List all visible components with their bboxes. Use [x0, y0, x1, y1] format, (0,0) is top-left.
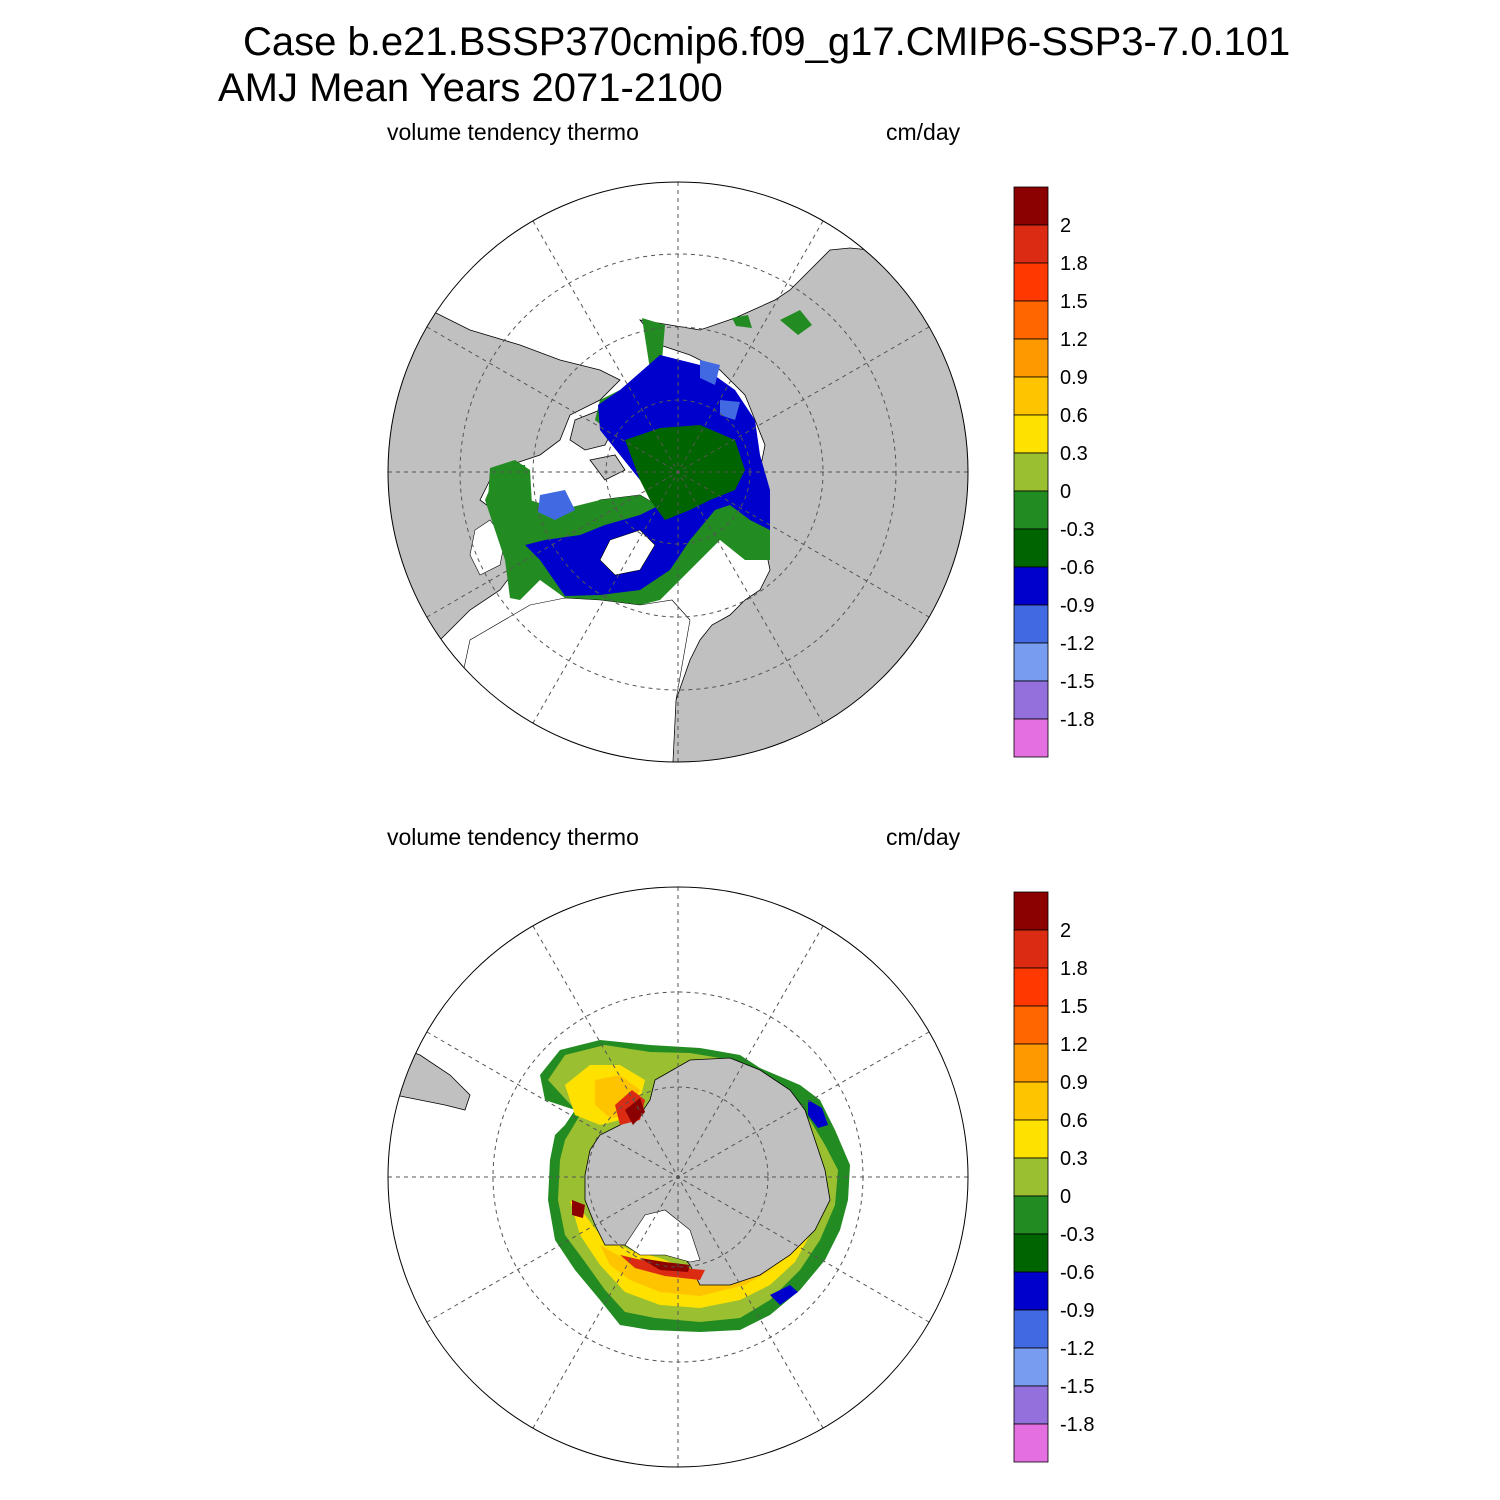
south-colorbar-tick-label: 0: [1060, 1186, 1071, 1208]
north-colorbar-swatch: [1013, 262, 1049, 302]
south-ice-weddell-darkred: [625, 1098, 645, 1125]
north-colorbar-swatch: [1013, 338, 1049, 378]
south-colorbar-tick-label: -1.8: [1060, 1414, 1094, 1436]
north-colorbar-tick-label: 1.2: [1060, 329, 1088, 351]
south-colorbar-swatch: [1013, 1005, 1049, 1045]
south-colorbar-swatch: [1013, 891, 1049, 931]
south-colorbar-tick-label: -1.5: [1060, 1376, 1094, 1398]
north-colorbar-tick-label: 2: [1060, 215, 1071, 237]
south-colorbar-tick-label: 1.2: [1060, 1034, 1088, 1056]
north-colorbar-swatch: [1013, 642, 1049, 682]
south-ross-ice-shelf: [624, 1209, 701, 1263]
south-colorbar-swatch: [1013, 1119, 1049, 1159]
south-ice-east-blue: [770, 1100, 828, 1305]
north-colorbar-tick-label: -0.3: [1060, 519, 1094, 541]
north-colorbar-tick-label: -1.2: [1060, 633, 1094, 655]
figure-title-period: AMJ Mean Years 2071-2100: [218, 66, 723, 110]
south-colorbar-swatch: [1013, 1385, 1049, 1425]
south-colorbar-tick-label: 0.6: [1060, 1110, 1088, 1132]
figure-title-case: Case b.e21.BSSP370cmip6.f09_g17.CMIP6-SS…: [243, 20, 1291, 64]
north-colorbar-swatch: [1013, 604, 1049, 644]
south-colorbar-swatch: [1013, 1081, 1049, 1121]
south-ice-ross-darkred: [640, 1258, 690, 1272]
south-colorbar-tick-label: 1.8: [1060, 958, 1088, 980]
north-map-border: [387, 181, 969, 763]
north-colorbar-swatch: [1013, 186, 1049, 226]
north-colorbar: 2 1.8 1.5 1.2 0.9 0.6 0.3 0 -0.3 -0.6 -0.9 -1.2 -1.5…: [1013, 186, 1094, 758]
north-polar-map: [387, 181, 969, 763]
south-colorbar-tick-label: 0.3: [1060, 1148, 1088, 1170]
south-colorbar-tick-label: 2: [1060, 920, 1071, 942]
south-colorbar-swatch: [1013, 1157, 1049, 1197]
north-colorbar-tick-label: -0.6: [1060, 557, 1094, 579]
south-colorbar-tick-label: 0.9: [1060, 1072, 1088, 1094]
north-colorbar-tick-label: -1.5: [1060, 671, 1094, 693]
north-colorbar-swatch: [1013, 414, 1049, 454]
north-colorbar-swatch: [1013, 528, 1049, 568]
north-colorbar-tick-label: -1.8: [1060, 709, 1094, 731]
south-colorbar-tick-label: -0.9: [1060, 1300, 1094, 1322]
north-colorbar-tick-label: 1.8: [1060, 253, 1088, 275]
south-ice-yellow: [565, 1065, 810, 1308]
north-colorbar-tick-label: 0.9: [1060, 367, 1088, 389]
north-colorbar-swatch: [1013, 452, 1049, 492]
south-colorbar-tick-label: -0.3: [1060, 1224, 1094, 1246]
north-colorbar-swatch: [1013, 680, 1049, 720]
north-colorbar-swatch: [1013, 490, 1049, 530]
south-colorbar-tick-label: -0.6: [1060, 1262, 1094, 1284]
south-colorbar-swatch: [1013, 1195, 1049, 1235]
south-colorbar-swatch: [1013, 1423, 1049, 1463]
north-colorbar-swatch: [1013, 718, 1049, 758]
north-ice-green-band: [485, 318, 770, 605]
north-colorbar-tick-label: -0.9: [1060, 595, 1094, 617]
south-colorbar-tick-label: -1.2: [1060, 1338, 1094, 1360]
south-panel-variable-label: volume tendency thermo: [387, 824, 639, 850]
north-ice-lightblue-patches: [538, 360, 740, 520]
south-polar-map: [387, 886, 969, 1468]
north-colorbar-swatch: [1013, 224, 1049, 264]
south-panel-units-label: cm/day: [886, 824, 961, 850]
south-colorbar-swatch: [1013, 1233, 1049, 1273]
south-ice-west-red: [572, 1200, 585, 1218]
north-colorbar-tick-label: 1.5: [1060, 291, 1088, 313]
south-graticule: [388, 887, 968, 1467]
north-greenland-ice-sheet: [599, 529, 656, 576]
north-colorbar-tick-label: 0.3: [1060, 443, 1088, 465]
north-colorbar-tick-label: 0.6: [1060, 405, 1088, 427]
south-ice-orange: [595, 1075, 780, 1296]
north-colorbar-tick-label: 0: [1060, 481, 1071, 503]
north-colorbar-swatch: [1013, 300, 1049, 340]
north-panel-variable-label: volume tendency thermo: [387, 119, 639, 145]
south-colorbar-tick-label: 1.5: [1060, 996, 1088, 1018]
south-colorbar-swatch: [1013, 1271, 1049, 1311]
south-colorbar-swatch: [1013, 1043, 1049, 1083]
north-ice-baffin-green: [488, 460, 532, 512]
south-colorbar-swatch: [1013, 1309, 1049, 1349]
south-colorbar-swatch: [1013, 967, 1049, 1007]
north-panel-units-label: cm/day: [886, 119, 961, 145]
north-land-north-america: [388, 299, 621, 681]
north-ice-bering-patch: [732, 310, 812, 335]
south-colorbar-swatch: [1013, 929, 1049, 969]
south-colorbar: 2 1.8 1.5 1.2 0.9 0.6 0.3 0 -0.3 -0.6 -0.9 -1.2 -1.5…: [1013, 891, 1094, 1463]
south-colorbar-swatch: [1013, 1347, 1049, 1387]
north-colorbar-swatch: [1013, 566, 1049, 606]
south-map-border: [387, 886, 969, 1468]
north-graticule: [388, 182, 968, 762]
north-colorbar-swatch: [1013, 376, 1049, 416]
